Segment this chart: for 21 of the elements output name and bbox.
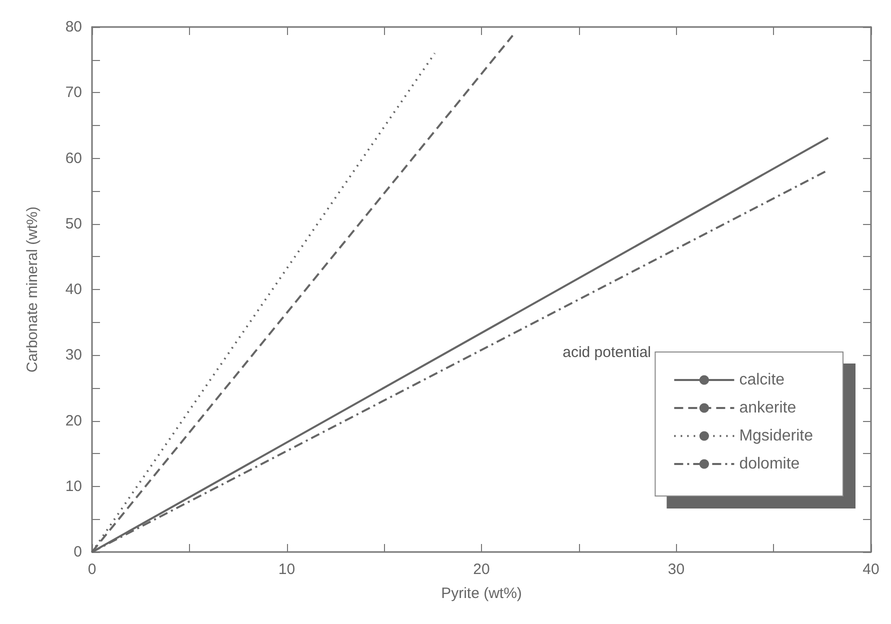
y-tick-label: 40 — [65, 281, 82, 298]
x-tick-label: 10 — [278, 561, 296, 578]
y-tick-label: 70 — [65, 84, 82, 102]
y-tick-label: 80 — [65, 18, 82, 36]
y-tick-label: 0 — [74, 544, 82, 560]
y-axis-title: Carbonate mineral (wt%) — [24, 206, 41, 372]
y-tick-label: 30 — [65, 346, 82, 364]
x-tick-label: 20 — [473, 561, 490, 578]
x-axis-title: Pyrite (wt%) — [441, 585, 522, 602]
legend-label: Mgsiderite — [739, 428, 814, 444]
annotation: acid potential — [562, 344, 652, 361]
y-tick-label: 60 — [65, 150, 82, 167]
legend-label: dolomite — [739, 456, 800, 472]
legend-label: ankerite — [739, 400, 796, 416]
y-tick-label: 20 — [65, 412, 82, 430]
legend-label: calcite — [739, 372, 785, 388]
x-tick-label: 40 — [862, 561, 880, 578]
y-tick-label: 10 — [65, 478, 82, 495]
x-tick-label: 0 — [88, 561, 96, 578]
y-tick-label: 50 — [65, 215, 82, 232]
x-tick-label: 30 — [668, 561, 685, 578]
